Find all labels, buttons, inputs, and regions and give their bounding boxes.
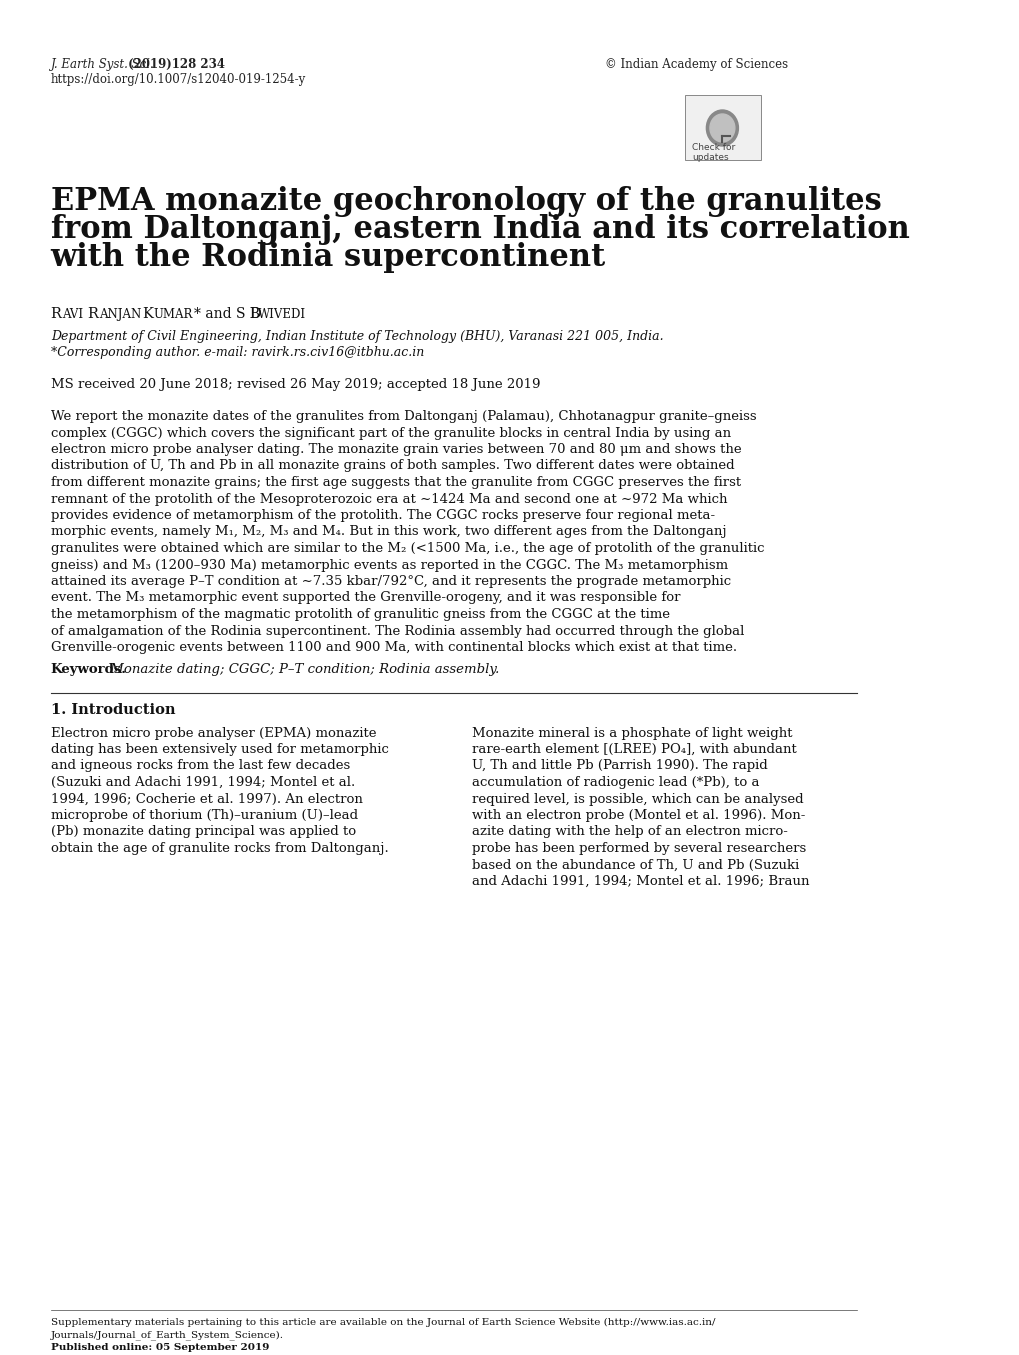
Text: D: D xyxy=(249,308,261,321)
Text: ANJAN: ANJAN xyxy=(99,308,141,321)
Text: probe has been performed by several researchers: probe has been performed by several rese… xyxy=(471,841,805,855)
Text: Electron micro probe analyser (EPMA) monazite: Electron micro probe analyser (EPMA) mon… xyxy=(51,726,376,740)
Text: required level, is possible, which can be analysed: required level, is possible, which can b… xyxy=(471,793,802,805)
Text: and igneous rocks from the last few decades: and igneous rocks from the last few deca… xyxy=(51,760,350,772)
Text: granulites were obtained which are similar to the M₂ (<1500 Ma, i.e., the age of: granulites were obtained which are simil… xyxy=(51,542,763,556)
Text: from Daltonganj, eastern India and its correlation: from Daltonganj, eastern India and its c… xyxy=(51,214,909,245)
Text: Journals/Journal_of_Earth_System_Science).: Journals/Journal_of_Earth_System_Science… xyxy=(51,1329,283,1340)
Text: J. Earth Syst. Sci.: J. Earth Syst. Sci. xyxy=(51,58,154,70)
Circle shape xyxy=(709,114,734,142)
Text: microprobe of thorium (Th)–uranium (U)–lead: microprobe of thorium (Th)–uranium (U)–l… xyxy=(51,809,358,822)
Text: azite dating with the help of an electron micro-: azite dating with the help of an electro… xyxy=(471,825,787,839)
Text: (2019)128 234: (2019)128 234 xyxy=(123,58,224,70)
Text: AVI: AVI xyxy=(62,308,84,321)
Text: Published online: 05 September 2019: Published online: 05 September 2019 xyxy=(51,1343,269,1352)
Text: electron micro probe analyser dating. The monazite grain varies between 70 and 8: electron micro probe analyser dating. Th… xyxy=(51,443,741,457)
Text: morphic events, namely M₁, M₂, M₃ and M₄. But in this work, two different ages f: morphic events, namely M₁, M₂, M₃ and M₄… xyxy=(51,526,726,538)
Text: updates: updates xyxy=(692,153,728,163)
Text: rare-earth element [(LREE) PO₄], with abundant: rare-earth element [(LREE) PO₄], with ab… xyxy=(471,743,796,756)
Text: Monazite mineral is a phosphate of light weight: Monazite mineral is a phosphate of light… xyxy=(471,726,791,740)
Text: 1994, 1996; Cocherie et al. 1997). An electron: 1994, 1996; Cocherie et al. 1997). An el… xyxy=(51,793,362,805)
Text: Department of Civil Engineering, Indian Institute of Technology (BHU), Varanasi : Department of Civil Engineering, Indian … xyxy=(51,331,662,343)
Text: MS received 20 June 2018; revised 26 May 2019; accepted 18 June 2019: MS received 20 June 2018; revised 26 May… xyxy=(51,378,540,392)
Text: (Pb) monazite dating principal was applied to: (Pb) monazite dating principal was appli… xyxy=(51,825,356,839)
Text: Supplementary materials pertaining to this article are available on the Journal : Supplementary materials pertaining to th… xyxy=(51,1318,714,1327)
Text: complex (CGGC) which covers the significant part of the granulite blocks in cent: complex (CGGC) which covers the signific… xyxy=(51,427,731,439)
Text: UMAR: UMAR xyxy=(153,308,193,321)
Text: U, Th and little Pb (Parrish 1990). The rapid: U, Th and little Pb (Parrish 1990). The … xyxy=(471,760,766,772)
Text: accumulation of radiogenic lead (*Pb), to a: accumulation of radiogenic lead (*Pb), t… xyxy=(471,776,758,789)
Text: EPMA monazite geochronology of the granulites: EPMA monazite geochronology of the granu… xyxy=(51,186,880,217)
Text: distribution of U, Th and Pb in all monazite grains of both samples. Two differe: distribution of U, Th and Pb in all mona… xyxy=(51,459,734,473)
Text: with the Rodinia supercontinent: with the Rodinia supercontinent xyxy=(51,243,605,272)
Text: dating has been extensively used for metamorphic: dating has been extensively used for met… xyxy=(51,743,388,756)
Text: from different monazite grains; the first age suggests that the granulite from C: from different monazite grains; the firs… xyxy=(51,476,740,489)
Text: *Corresponding author. e-mail: ravirk.rs.civ16@itbhu.ac.in: *Corresponding author. e-mail: ravirk.rs… xyxy=(51,346,424,359)
Text: (Suzuki and Adachi 1991, 1994; Montel et al.: (Suzuki and Adachi 1991, 1994; Montel et… xyxy=(51,776,355,789)
Text: event. The M₃ metamorphic event supported the Grenville-orogeny, and it was resp: event. The M₃ metamorphic event supporte… xyxy=(51,592,680,604)
Text: attained its average P–T condition at ∼7.35 kbar/792°C, and it represents the pr: attained its average P–T condition at ∼7… xyxy=(51,575,731,588)
Text: Check for: Check for xyxy=(692,144,735,152)
Text: Keywords.: Keywords. xyxy=(51,663,126,676)
Text: R: R xyxy=(51,308,61,321)
Text: Monazite dating; CGGC; P–T condition; Rodinia assembly.: Monazite dating; CGGC; P–T condition; Ro… xyxy=(106,663,498,676)
Text: WIVEDI: WIVEDI xyxy=(258,308,306,321)
Text: © Indian Academy of Sciences: © Indian Academy of Sciences xyxy=(604,58,788,70)
Text: based on the abundance of Th, U and Pb (Suzuki: based on the abundance of Th, U and Pb (… xyxy=(471,859,798,871)
Text: provides evidence of metamorphism of the protolith. The CGGC rocks preserve four: provides evidence of metamorphism of the… xyxy=(51,509,714,522)
Text: 1. Introduction: 1. Introduction xyxy=(51,703,175,718)
Text: and Adachi 1991, 1994; Montel et al. 1996; Braun: and Adachi 1991, 1994; Montel et al. 199… xyxy=(471,875,808,888)
Text: obtain the age of granulite rocks from Daltonganj.: obtain the age of granulite rocks from D… xyxy=(51,841,388,855)
Text: Grenville-orogenic events between 1100 and 900 Ma, with continental blocks which: Grenville-orogenic events between 1100 a… xyxy=(51,641,736,654)
Circle shape xyxy=(706,110,738,146)
Bar xyxy=(685,95,760,160)
Text: remnant of the protolith of the Mesoproterozoic era at ∼1424 Ma and second one a: remnant of the protolith of the Mesoprot… xyxy=(51,492,727,505)
Text: of amalgamation of the Rodinia supercontinent. The Rodinia assembly had occurred: of amalgamation of the Rodinia supercont… xyxy=(51,625,743,637)
Text: https://doi.org/10.1007/s12040-019-1254-y: https://doi.org/10.1007/s12040-019-1254-… xyxy=(51,73,306,85)
Text: R: R xyxy=(87,308,98,321)
Text: * and S B: * and S B xyxy=(194,308,264,321)
Text: gneiss) and M₃ (1200–930 Ma) metamorphic events as reported in the CGGC. The M₃ : gneiss) and M₃ (1200–930 Ma) metamorphic… xyxy=(51,558,728,572)
Text: K: K xyxy=(143,308,153,321)
Text: the metamorphism of the magmatic protolith of granulitic gneiss from the CGGC at: the metamorphism of the magmatic protoli… xyxy=(51,608,669,621)
Text: with an electron probe (Montel et al. 1996). Mon-: with an electron probe (Montel et al. 19… xyxy=(471,809,804,822)
Text: We report the monazite dates of the granulites from Daltonganj (Palamau), Chhota: We report the monazite dates of the gran… xyxy=(51,411,756,423)
